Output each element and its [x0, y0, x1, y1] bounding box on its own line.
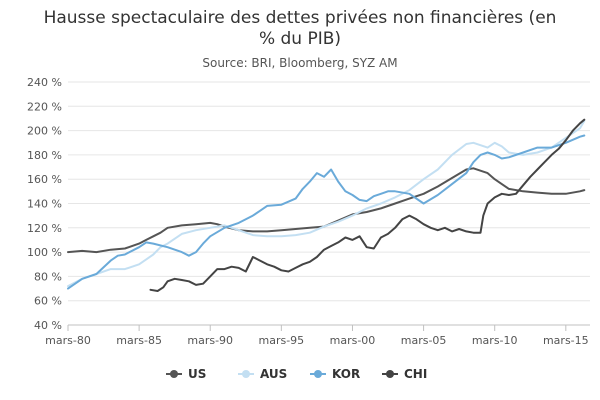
series-line-kor [67, 134, 586, 290]
y-tick-label: 60 % [34, 295, 62, 308]
legend-label: KOR [332, 367, 360, 381]
x-tick-label: mars-00 [330, 334, 376, 347]
x-tick-label: mars-10 [472, 334, 518, 347]
y-axis: 40 % 60 % 80 % 100 % 120 % 140 % 160 % 180 % 200… [27, 76, 62, 332]
legend-item-kor[interactable]: KOR [310, 367, 360, 381]
y-tick-label: 120 % [27, 222, 62, 235]
y-tick-label: 180 % [27, 149, 62, 162]
legend: US AUS KOR CHI [166, 367, 427, 381]
y-tick-label: 100 % [27, 246, 62, 259]
legend-marker [314, 370, 322, 378]
legend-item-chi[interactable]: CHI [382, 367, 427, 381]
y-tick-label: 160 % [27, 173, 62, 186]
chart-title-line-2: % du PIB) [259, 29, 341, 49]
legend-label: AUS [260, 367, 287, 381]
x-tick-label: mars-05 [401, 334, 447, 347]
chart-title: Hausse spectaculaire des dettes privées … [44, 8, 557, 49]
y-tick-label: 40 % [34, 319, 62, 332]
series-line-aus [67, 119, 586, 288]
legend-item-aus[interactable]: AUS [238, 367, 287, 381]
series-line-chi [149, 118, 586, 292]
legend-item-us[interactable]: US [166, 367, 206, 381]
x-tick-label: mars-85 [116, 334, 162, 347]
series-layer [67, 118, 586, 292]
chart-title-line-1: Hausse spectaculaire des dettes privées … [44, 8, 557, 28]
chart-subtitle: Source: BRI, Bloomberg, SYZ AM [202, 56, 397, 70]
legend-label: CHI [404, 367, 427, 381]
y-tick-label: 240 % [27, 76, 62, 89]
series-line-us [67, 167, 586, 254]
gridlines [68, 81, 590, 326]
x-tick-label: mars-95 [259, 334, 305, 347]
y-tick-label: 140 % [27, 198, 62, 211]
legend-marker [170, 370, 178, 378]
legend-marker [242, 370, 250, 378]
y-tick-label: 200 % [27, 125, 62, 138]
y-tick-label: 220 % [27, 100, 62, 113]
x-axis: mars-80 mars-85 mars-90 mars-95 mars-00 mars-… [45, 324, 590, 347]
x-tick-label: mars-80 [45, 334, 91, 347]
x-tick-label: mars-15 [543, 334, 589, 347]
legend-label: US [188, 367, 206, 381]
y-tick-label: 80 % [34, 270, 62, 283]
x-tick-label: mars-90 [187, 334, 233, 347]
legend-marker [386, 370, 394, 378]
